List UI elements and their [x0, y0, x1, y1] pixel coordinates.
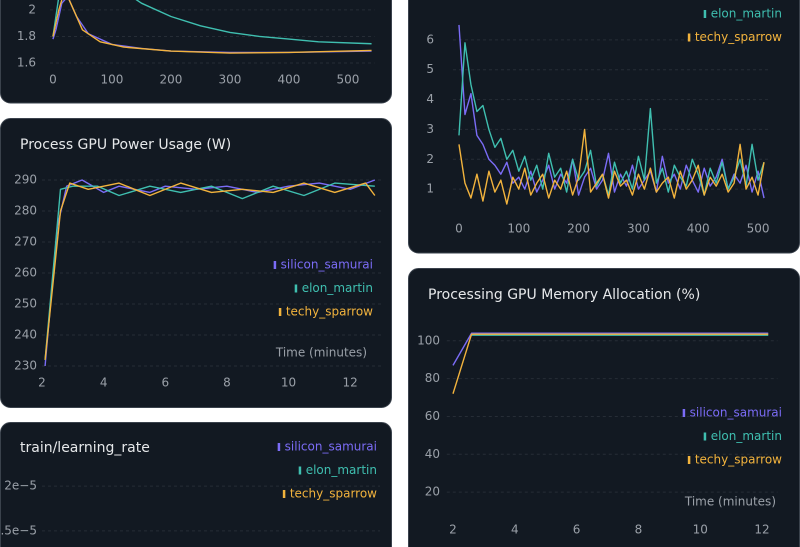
y-tick-label: 1.5e−5 — [0, 523, 37, 537]
x-tick-label: 400 — [277, 73, 300, 87]
chart-title: Process GPU Power Usage (W) — [20, 137, 231, 153]
y-tick-label: 20 — [425, 485, 440, 499]
legend-marker — [687, 456, 691, 464]
y-tick-label: 2 — [28, 2, 36, 16]
y-tick-label: 3 — [426, 122, 434, 136]
legend-marker — [298, 466, 302, 475]
series-line — [452, 332, 769, 366]
x-tick-label: 10 — [281, 376, 296, 390]
series-line — [44, 182, 375, 360]
x-tick-label: 100 — [507, 222, 530, 236]
legend-marker — [687, 33, 691, 42]
y-tick-label: 260 — [14, 266, 37, 280]
x-axis-title: Time (minutes) — [275, 346, 367, 360]
legend-label: silicon_samurai — [285, 440, 377, 454]
legend-marker — [273, 261, 277, 269]
x-tick-label: 12 — [754, 523, 769, 537]
x-tick-label: 0 — [455, 222, 463, 236]
legend-label: techy_sparrow — [695, 453, 782, 467]
y-tick-label: 4 — [426, 92, 434, 106]
y-tick-label: 1 — [426, 182, 434, 196]
legend-marker — [278, 308, 282, 316]
y-tick-label: 1.6 — [17, 56, 36, 70]
y-tick-label: 60 — [425, 409, 440, 423]
y-tick-label: 100 — [417, 333, 440, 347]
legend-label: elon_martin — [302, 281, 373, 295]
x-tick-label: 6 — [573, 523, 581, 537]
y-tick-label: 40 — [425, 447, 440, 461]
series-line — [44, 179, 376, 367]
x-tick-label: 2 — [38, 376, 46, 390]
legend-label: techy_sparrow — [290, 487, 377, 501]
legend-marker — [277, 443, 281, 451]
y-tick-label: 240 — [14, 328, 37, 342]
x-tick-label: 500 — [336, 73, 359, 87]
chart-title: train/learning_rate — [20, 440, 150, 456]
legend-label: techy_sparrow — [286, 305, 373, 319]
x-tick-label: 2 — [449, 523, 457, 537]
x-axis-title: Time (minutes) — [684, 495, 776, 509]
legend-label: elon_martin — [306, 463, 377, 477]
y-tick-label: 1.8 — [17, 29, 36, 43]
panel — [0, 422, 392, 547]
x-tick-label: 10 — [693, 523, 708, 537]
legend-marker — [282, 490, 286, 498]
x-tick-label: 200 — [567, 222, 590, 236]
x-tick-label: 300 — [627, 222, 650, 236]
legend-marker — [294, 284, 298, 293]
y-tick-label: 2e−5 — [4, 479, 37, 493]
legend-label: silicon_samurai — [281, 258, 373, 272]
y-tick-label: 290 — [14, 173, 37, 187]
legend-label: silicon_samurai — [690, 406, 782, 420]
x-tick-label: 0 — [49, 73, 57, 87]
series-line — [452, 333, 769, 394]
legend-label: elon_martin — [711, 7, 782, 21]
x-tick-label: 100 — [100, 73, 123, 87]
series-line — [52, 0, 372, 54]
x-tick-label: 6 — [161, 376, 169, 390]
y-tick-label: 2 — [426, 152, 434, 166]
legend-label: elon_martin — [711, 429, 782, 443]
legend-label: techy_sparrow — [695, 30, 782, 44]
x-tick-label: 300 — [218, 73, 241, 87]
series-line — [458, 42, 765, 196]
chart-title: Processing GPU Memory Allocation (%) — [428, 287, 700, 303]
series-line — [52, 0, 372, 45]
y-tick-label: 250 — [14, 297, 37, 311]
y-tick-label: 6 — [426, 32, 434, 46]
series-line — [458, 128, 765, 205]
x-tick-label: 400 — [687, 222, 710, 236]
x-tick-label: 4 — [100, 376, 108, 390]
x-tick-label: 8 — [223, 376, 231, 390]
series-line — [44, 182, 376, 360]
y-tick-label: 280 — [14, 204, 37, 218]
x-tick-label: 4 — [511, 523, 519, 537]
legend-marker — [703, 10, 707, 18]
y-tick-label: 5 — [426, 62, 434, 76]
x-tick-label: 8 — [635, 523, 643, 537]
y-tick-label: 230 — [14, 359, 37, 373]
x-tick-label: 500 — [747, 222, 770, 236]
x-tick-label: 200 — [159, 73, 182, 87]
legend-marker — [682, 409, 686, 417]
x-tick-label: 12 — [343, 376, 358, 390]
legend-marker — [703, 432, 707, 441]
y-tick-label: 270 — [14, 235, 37, 249]
y-tick-label: 80 — [425, 371, 440, 385]
